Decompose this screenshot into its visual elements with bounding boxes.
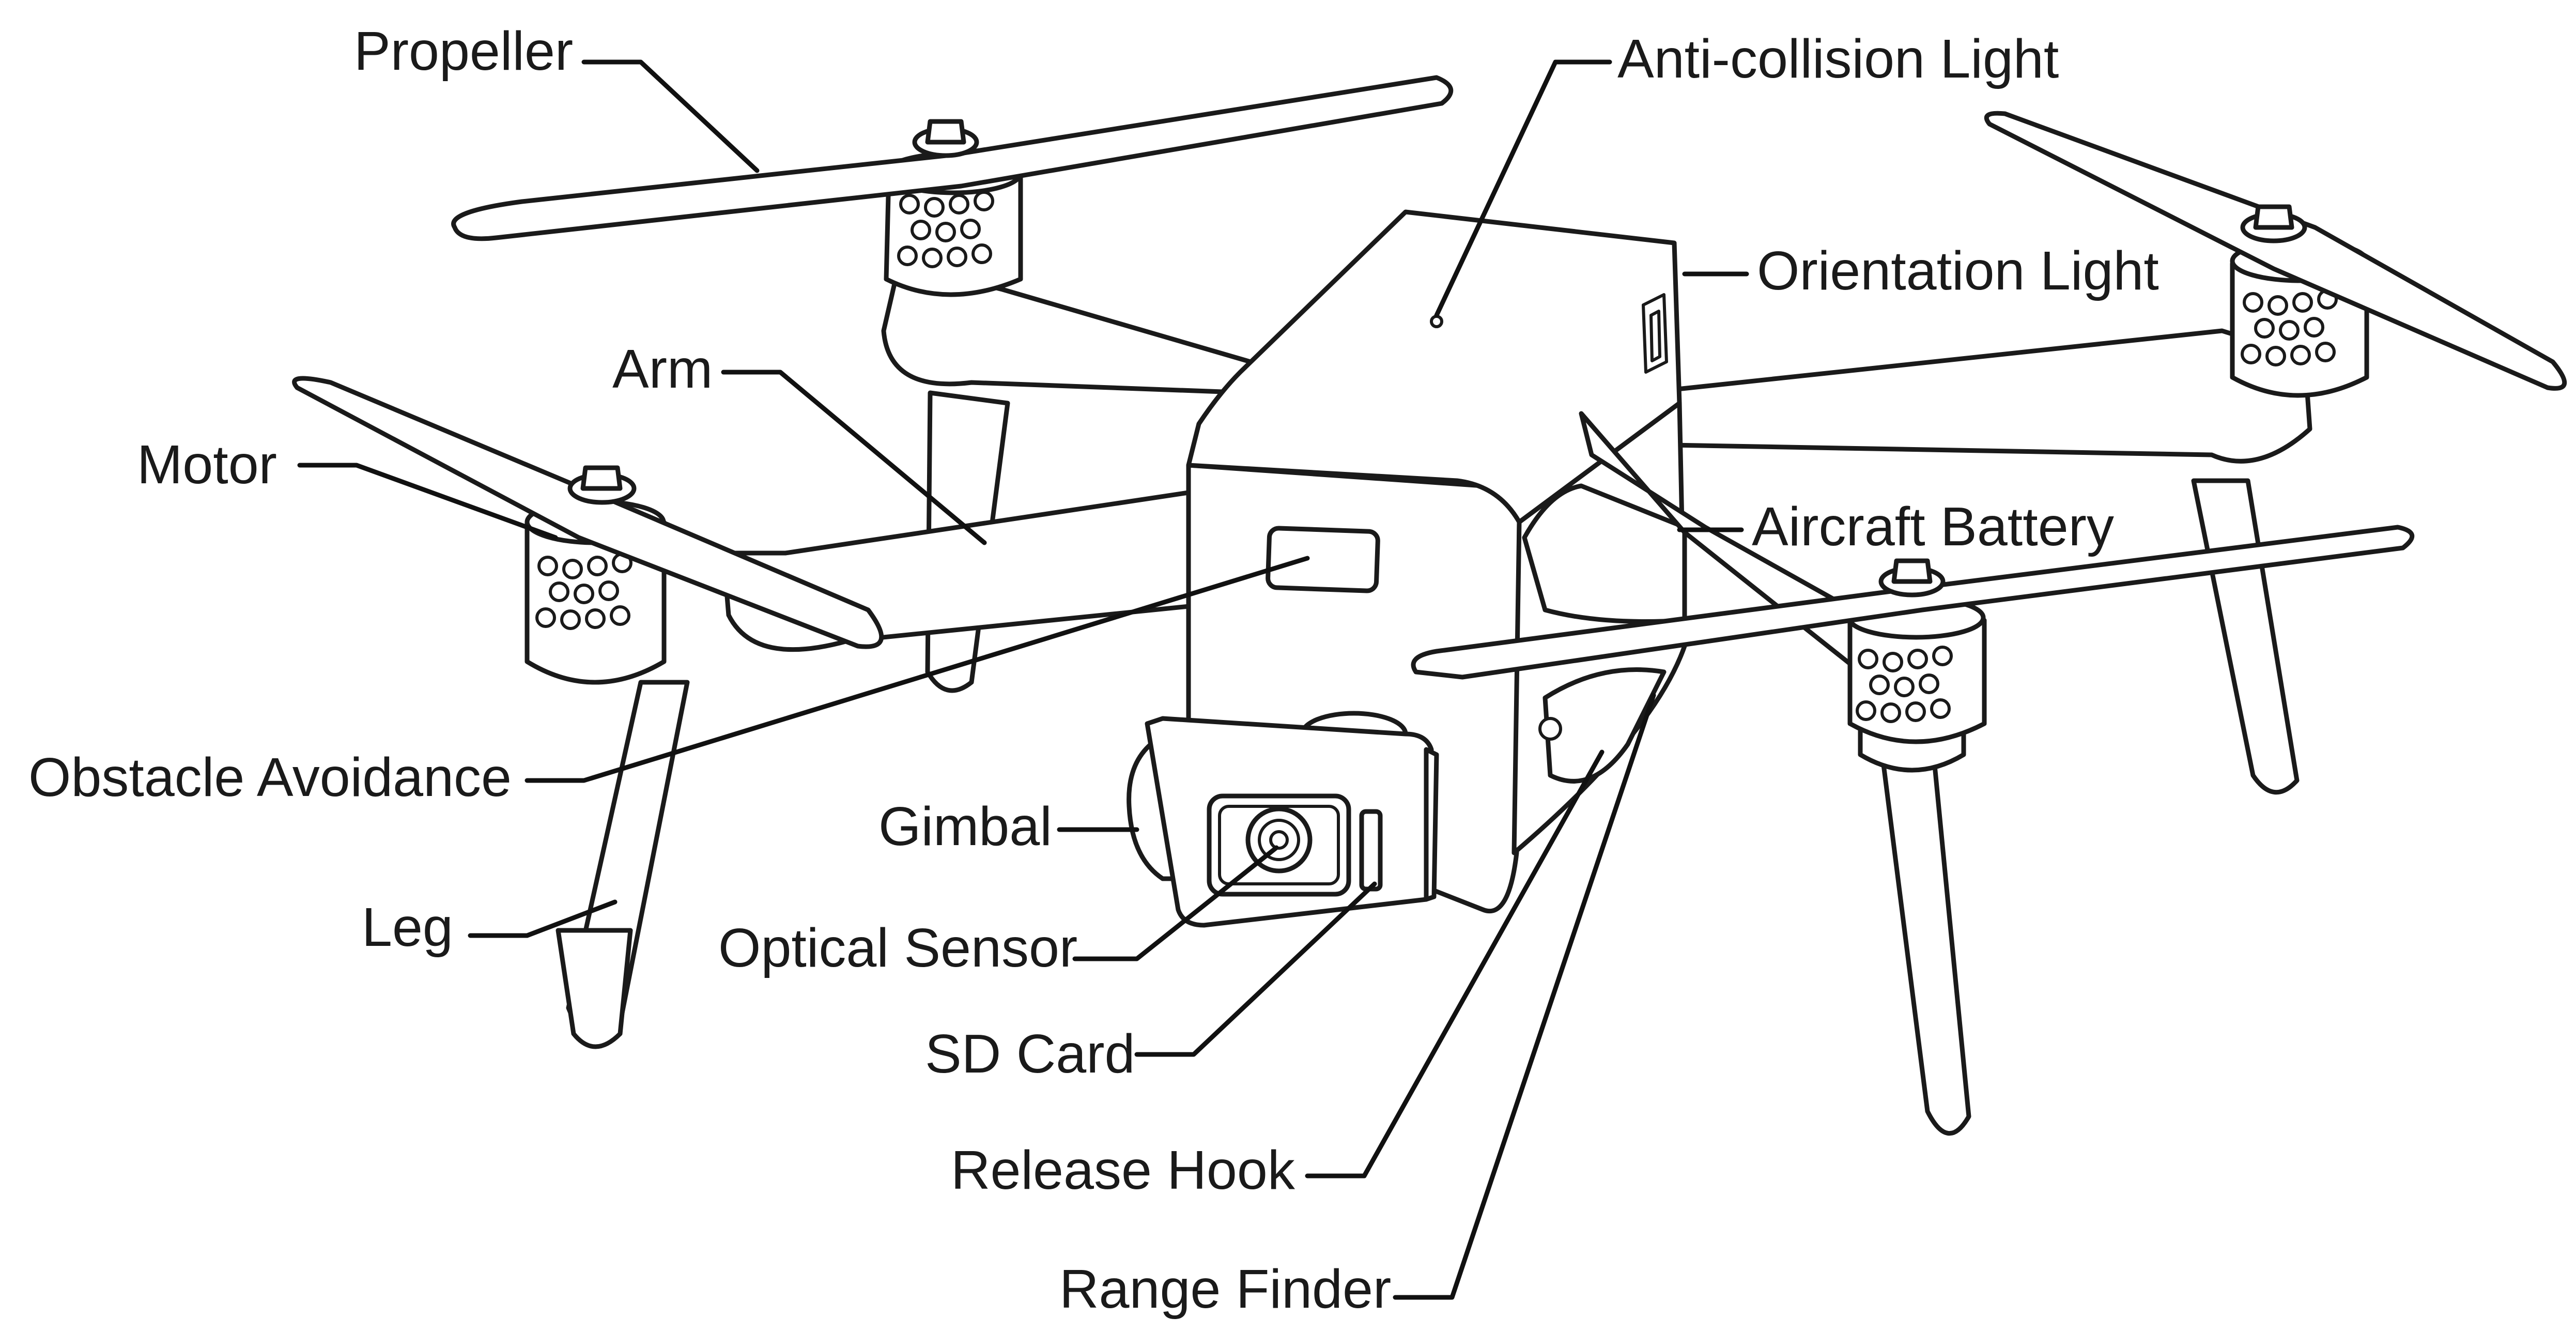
label-motor: Motor xyxy=(137,434,277,495)
label-aircraft-battery: Aircraft Battery xyxy=(1752,496,2114,557)
release-hook-leader xyxy=(1305,749,1605,1178)
label-leg: Leg xyxy=(362,897,453,958)
range-finder-leader xyxy=(1393,693,1656,1300)
label-orientation-light: Orientation Light xyxy=(1757,240,2159,301)
orientation-light-indicator xyxy=(1642,293,1668,374)
sd-card-leader xyxy=(1134,881,1377,1057)
back-left-arm xyxy=(881,261,1253,395)
label-arm: Arm xyxy=(612,339,713,400)
label-sd-card: SD Card xyxy=(925,1023,1135,1084)
back-right-rotor xyxy=(1641,111,2567,795)
release-hook xyxy=(1542,667,1667,784)
back-right-leg xyxy=(2191,478,2300,795)
anti-collision-light-leader xyxy=(1434,59,1612,318)
label-optical-sensor: Optical Sensor xyxy=(718,917,1077,978)
back-left-propeller xyxy=(451,75,1454,241)
back-right-arm xyxy=(1641,328,2312,464)
obstacle-avoidance-leader xyxy=(525,556,1310,783)
body-top xyxy=(1186,209,1682,525)
front-left-rotor xyxy=(292,376,1207,1049)
label-anti-collision-light: Anti-collision Light xyxy=(1617,28,2059,89)
back-right-propeller xyxy=(1984,111,2567,391)
labels: Propeller Anti-collision Light Orientati… xyxy=(28,21,2159,1320)
anti-collision-light-dot xyxy=(1430,315,1443,328)
front-right-leg xyxy=(1878,742,1971,1136)
sd-card-slot xyxy=(1359,809,1383,892)
front-left-propeller xyxy=(292,376,884,649)
obstacle-avoidance-window xyxy=(1266,526,1380,593)
label-release-hook: Release Hook xyxy=(951,1140,1295,1201)
motor-leader xyxy=(297,463,558,540)
label-gimbal: Gimbal xyxy=(878,796,1052,857)
front-right-propeller xyxy=(1411,525,2415,680)
propeller-leader xyxy=(581,59,760,173)
label-obstacle-avoidance: Obstacle Avoidance xyxy=(28,747,512,808)
leader-lines xyxy=(297,59,1749,1300)
front-right-rotor xyxy=(1411,411,2415,1136)
leg-leader xyxy=(468,899,618,938)
label-range-finder: Range Finder xyxy=(1059,1259,1391,1320)
arm-leader xyxy=(721,370,987,545)
label-propeller: Propeller xyxy=(354,21,573,82)
optical-sensor-leader xyxy=(1072,845,1279,961)
gimbal-assembly xyxy=(1127,711,1439,928)
